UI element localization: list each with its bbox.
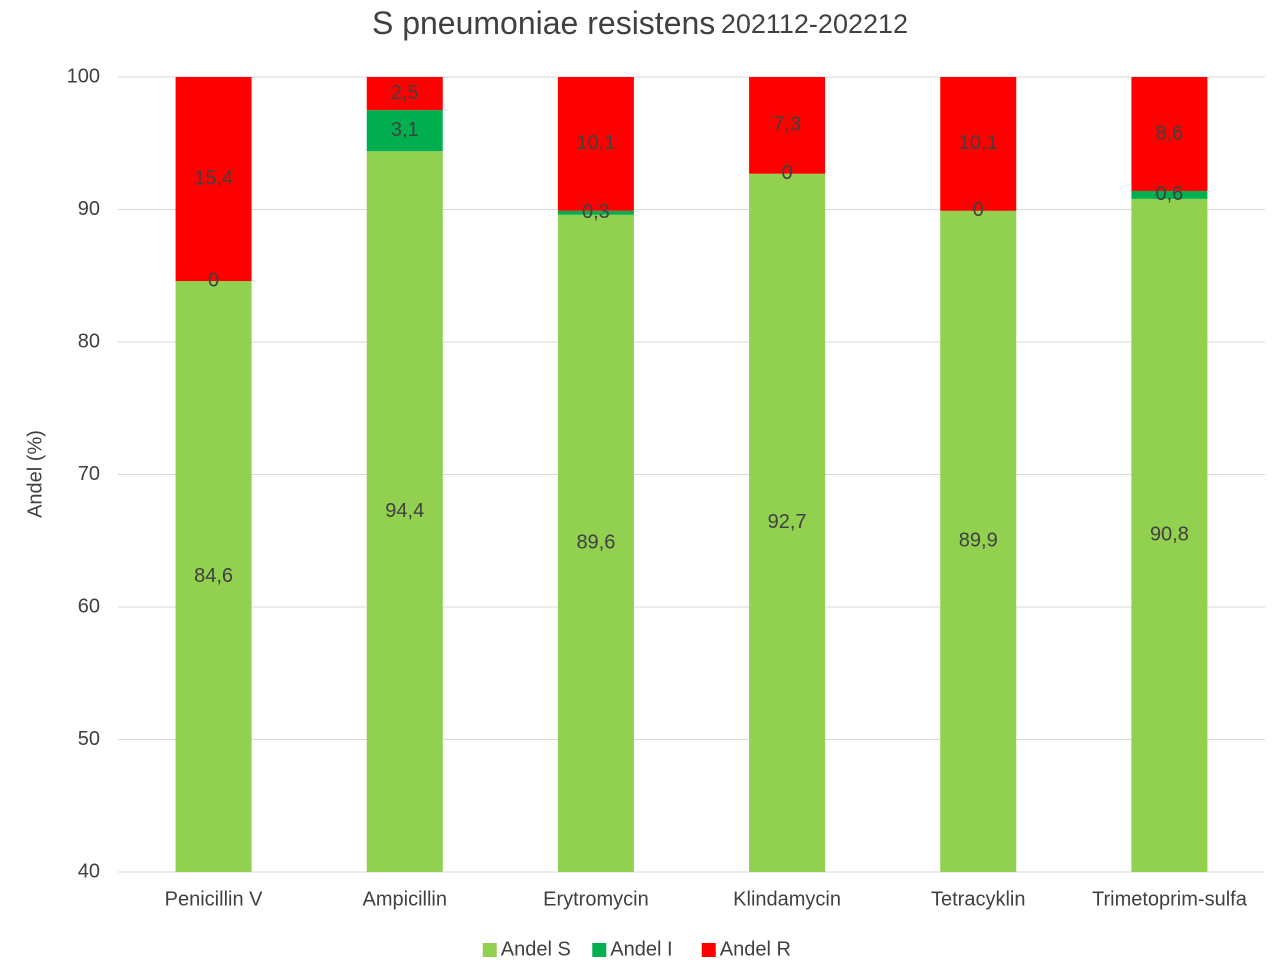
data-label: 10,1: [576, 132, 615, 154]
bar-segment: [749, 77, 826, 174]
bar-segment: [557, 77, 634, 211]
x-tick-label: Penicillin V: [165, 888, 263, 910]
y-axis-label: Andel (%): [24, 430, 46, 518]
y-tick-label: 50: [78, 728, 100, 750]
chart-title-group: S pneumoniae resistens 202112-202212: [372, 5, 908, 41]
data-label: 0,3: [582, 201, 610, 223]
bar-segment: [366, 77, 443, 111]
chart-title: S pneumoniae resistens: [372, 5, 715, 41]
data-label: 89,6: [576, 532, 615, 554]
legend-label: Andel R: [720, 938, 791, 960]
bar-segment: [1131, 190, 1208, 199]
data-label: 0: [208, 269, 219, 291]
bar-segment: [557, 214, 634, 873]
data-label: 0: [973, 199, 984, 221]
y-tick-label: 80: [78, 330, 100, 352]
y-tick-label: 60: [78, 595, 100, 617]
bar-segment: [940, 77, 1017, 211]
y-tick-label: 70: [78, 463, 100, 485]
bar-segment: [366, 110, 443, 152]
bar-segment: [1131, 77, 1208, 191]
data-label: 8,6: [1156, 122, 1184, 144]
y-tick-label: 40: [78, 860, 100, 882]
data-label: 92,7: [768, 511, 807, 533]
legend-label: Andel S: [501, 938, 571, 960]
bar-segment: [749, 173, 826, 873]
data-label: 0,6: [1156, 183, 1184, 205]
data-label: 7,3: [773, 114, 801, 136]
chart-subtitle: 202112-202212: [721, 9, 908, 39]
legend-swatch: [592, 943, 607, 957]
x-tick-label: Tetracyklin: [931, 888, 1025, 910]
data-label: 89,9: [959, 530, 998, 552]
bar-segment: [175, 281, 252, 872]
x-tick-label: Ampicillin: [363, 888, 447, 910]
bar-segment: [557, 210, 634, 215]
legend-label: Andel I: [610, 938, 672, 960]
bar-segment: [1131, 198, 1208, 872]
data-label: 3,1: [391, 119, 419, 141]
x-tick-label: Trimetoprim-sulfa: [1092, 888, 1248, 910]
data-label: 10,1: [959, 132, 998, 154]
data-label: 2,5: [391, 82, 419, 104]
x-tick-label: Erytromycin: [543, 888, 649, 910]
bar-segment: [366, 151, 443, 872]
y-tick-label: 90: [78, 198, 100, 220]
legend-swatch: [482, 943, 497, 957]
data-label: 15,4: [194, 167, 233, 189]
data-label: 0: [782, 162, 793, 184]
bar-segment: [940, 210, 1017, 872]
data-label: 90,8: [1150, 524, 1189, 546]
legend-swatch: [701, 943, 716, 957]
y-tick-label: 100: [67, 65, 100, 87]
data-label: 84,6: [194, 565, 233, 587]
x-tick-label: Klindamycin: [733, 888, 841, 910]
bar-segment: [175, 77, 252, 282]
data-label: 94,4: [385, 500, 424, 522]
